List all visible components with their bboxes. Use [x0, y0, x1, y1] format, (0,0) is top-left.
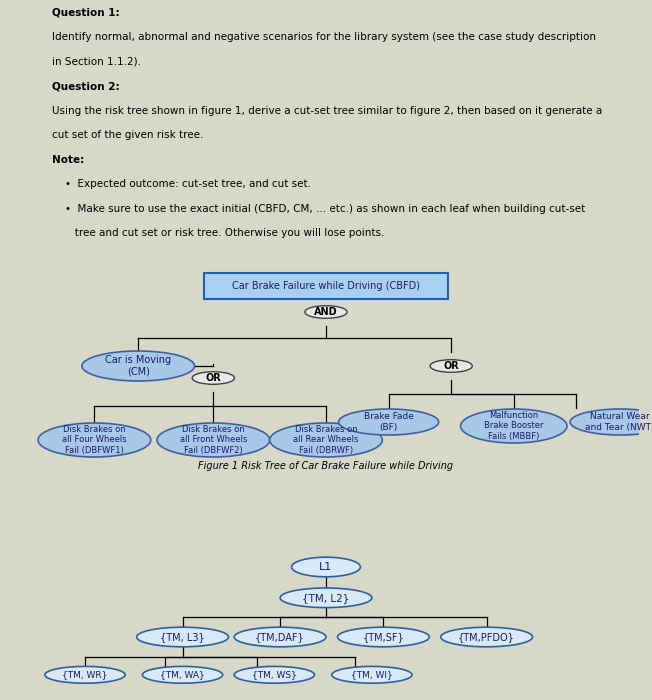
Text: Identify normal, abnormal and negative scenarios for the library system (see the: Identify normal, abnormal and negative s… [52, 32, 596, 43]
Ellipse shape [441, 627, 533, 647]
Ellipse shape [192, 372, 235, 384]
Text: Question 2:: Question 2: [52, 81, 120, 92]
Text: {TM,SF}: {TM,SF} [363, 632, 404, 642]
Ellipse shape [137, 627, 228, 647]
Text: {TM, WR}: {TM, WR} [63, 671, 108, 679]
Text: in Section 1.1.2).: in Section 1.1.2). [52, 57, 141, 67]
Ellipse shape [234, 666, 314, 683]
Text: tree and cut set or risk tree. Otherwise you will lose points.: tree and cut set or risk tree. Otherwise… [65, 228, 385, 238]
Ellipse shape [45, 666, 125, 683]
Text: Figure 1 Risk Tree of Car Brake Failure while Driving: Figure 1 Risk Tree of Car Brake Failure … [198, 461, 454, 471]
Text: L1: L1 [319, 562, 333, 572]
Ellipse shape [332, 666, 412, 683]
Text: {TM, WS}: {TM, WS} [252, 671, 297, 679]
Ellipse shape [234, 627, 326, 647]
Text: Question 1:: Question 1: [52, 8, 120, 18]
Text: Using the risk tree shown in figure 1, derive a cut-set tree similar to figure 2: Using the risk tree shown in figure 1, d… [52, 106, 602, 116]
Ellipse shape [280, 588, 372, 608]
Text: Brake Fade
(BF): Brake Fade (BF) [364, 412, 413, 432]
Ellipse shape [338, 409, 439, 435]
Ellipse shape [38, 423, 151, 457]
Ellipse shape [270, 423, 382, 457]
Text: Natural Wear
and Tear (NWT): Natural Wear and Tear (NWT) [585, 412, 652, 432]
Text: Car Brake Failure while Driving (CBFD): Car Brake Failure while Driving (CBFD) [232, 281, 420, 291]
Text: Disk Brakes on
all Four Wheels
Fail (DBFWF1): Disk Brakes on all Four Wheels Fail (DBF… [62, 425, 126, 455]
Ellipse shape [305, 306, 347, 318]
Text: •  Expected outcome: cut-set tree, and cut set.: • Expected outcome: cut-set tree, and cu… [65, 179, 311, 189]
Ellipse shape [157, 423, 270, 457]
Ellipse shape [430, 360, 472, 372]
Text: Disk Brakes on
all Rear Wheels
Fail (DBRWF): Disk Brakes on all Rear Wheels Fail (DBR… [293, 425, 359, 455]
Text: {TM, WI}: {TM, WI} [351, 671, 393, 679]
Ellipse shape [460, 409, 567, 443]
Text: {TM, L3}: {TM, L3} [160, 632, 205, 642]
FancyBboxPatch shape [204, 273, 448, 299]
Text: Disk Brakes on
all Front Wheels
Fail (DBFWF2): Disk Brakes on all Front Wheels Fail (DB… [180, 425, 247, 455]
Ellipse shape [338, 627, 429, 647]
Text: {TM,PFDO}: {TM,PFDO} [458, 632, 515, 642]
Text: {TM, L2}: {TM, L2} [303, 593, 349, 603]
Text: OR: OR [443, 361, 459, 371]
Text: Car is Moving
(CM): Car is Moving (CM) [105, 355, 171, 377]
Text: cut set of the given risk tree.: cut set of the given risk tree. [52, 130, 203, 140]
Text: AND: AND [314, 307, 338, 317]
Ellipse shape [291, 557, 361, 577]
Text: {TM,DAF}: {TM,DAF} [255, 632, 305, 642]
Text: Malfunction
Brake Booster
Fails (MBBF): Malfunction Brake Booster Fails (MBBF) [484, 411, 544, 441]
Ellipse shape [142, 666, 223, 683]
Text: Note:: Note: [52, 155, 84, 164]
Ellipse shape [82, 351, 194, 381]
Text: OR: OR [205, 373, 221, 383]
Text: •  Make sure to use the exact initial (CBFD, CM, ... etc.) as shown in each leaf: • Make sure to use the exact initial (CB… [65, 204, 585, 214]
Ellipse shape [570, 409, 652, 435]
Text: {TM, WA}: {TM, WA} [160, 671, 205, 679]
